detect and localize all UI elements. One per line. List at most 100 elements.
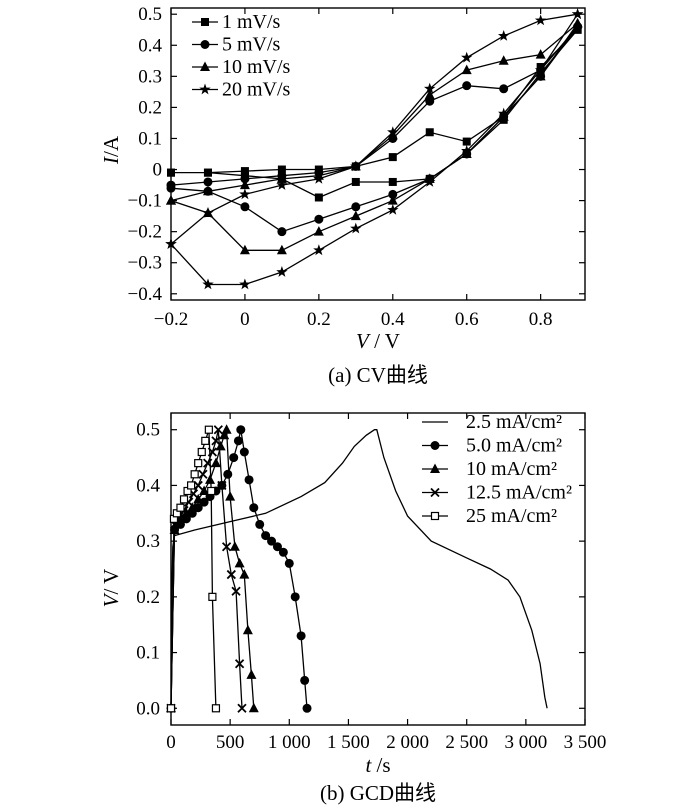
marker-star: [350, 160, 362, 172]
legend-label: 1 mV/s: [222, 11, 281, 33]
marker-star: [387, 203, 399, 215]
y-tick-label: 0.4: [138, 35, 162, 56]
data-point: [534, 64, 547, 75]
x-tick-label: 0.4: [381, 309, 405, 330]
data-point: [387, 126, 399, 138]
marker-triangle: [276, 173, 287, 183]
marker-circle: [351, 202, 361, 212]
data-point: [313, 172, 325, 184]
data-point: [207, 486, 216, 496]
data-point: [167, 168, 175, 177]
y-axis-label: V/ V: [99, 569, 123, 608]
data-point: [424, 89, 435, 99]
marker-square: [277, 165, 286, 174]
marker-star: [571, 8, 584, 20]
marker-square: [240, 167, 249, 176]
series-0: [170, 429, 548, 709]
legend-marker: [200, 61, 210, 71]
y-tick-label: −0.4: [128, 284, 163, 305]
marker-square-open: [187, 481, 196, 490]
marker-circle: [462, 81, 472, 91]
data-point: [249, 503, 259, 513]
marker-x-b: [211, 436, 221, 446]
marker-star: [313, 172, 325, 184]
data-point: [240, 202, 250, 212]
x-tick-label: 3 000: [504, 732, 547, 753]
series-1: [166, 425, 312, 713]
data-point: [229, 541, 240, 551]
data-point: [498, 55, 509, 65]
legend-entry: 20 mV/s: [192, 79, 291, 101]
plot-frame: [170, 7, 586, 301]
legend-marker: [430, 487, 440, 498]
data-point: [462, 137, 471, 146]
x-axis-unit: /s: [371, 753, 390, 777]
legend-label: 5 mV/s: [222, 34, 281, 56]
marker-circle: [229, 453, 239, 463]
data-point: [290, 592, 300, 602]
marker-x-b: [237, 703, 247, 713]
data-point: [166, 704, 176, 713]
marker-x-b: [430, 487, 440, 498]
data-point: [234, 659, 245, 669]
y-tick-label: −0.2: [128, 222, 162, 243]
marker-x-b: [184, 497, 194, 507]
data-point: [350, 222, 362, 234]
marker-square-open: [211, 704, 221, 713]
marker-circle: [277, 227, 287, 237]
marker-triangle: [221, 424, 232, 434]
data-point: [236, 425, 246, 435]
legend-entry: 12.5 mA/cm²: [422, 482, 572, 504]
marker-star: [424, 82, 436, 94]
marker-square: [314, 193, 323, 202]
series-line: [170, 429, 548, 709]
marker-square-open: [201, 436, 210, 445]
x-axis-var: V: [356, 329, 371, 353]
marker-circle: [236, 425, 246, 435]
marker-circle: [261, 531, 271, 541]
marker-triangle: [246, 669, 257, 679]
marker-circle: [430, 441, 440, 450]
data-point: [388, 153, 397, 162]
marker-star: [276, 266, 288, 277]
data-point: [239, 179, 250, 190]
legend-label: 5.0 mA/cm²: [466, 435, 562, 457]
x-axis-label: t /s: [365, 753, 390, 777]
marker-triangle: [234, 557, 245, 568]
x-tick-label: 2 500: [445, 732, 488, 753]
marker-square-open: [190, 470, 199, 479]
marker-square: [388, 153, 397, 162]
marker-triangle: [210, 457, 221, 468]
x-tick-label: 0.2: [307, 309, 331, 330]
data-point: [498, 30, 510, 41]
legend-entry: 25 mA/cm²: [422, 505, 557, 527]
data-point: [278, 547, 288, 557]
data-point: [248, 702, 259, 713]
data-point: [223, 469, 233, 479]
marker-circle: [302, 703, 312, 713]
data-point: [197, 447, 206, 457]
marker-triangle: [424, 89, 435, 99]
data-point: [219, 429, 230, 440]
marker-circle: [290, 592, 300, 602]
marker-square-open: [204, 425, 213, 434]
x-tick-label: 0: [240, 309, 250, 330]
data-point: [203, 177, 213, 187]
data-point: [425, 128, 434, 137]
data-point: [194, 459, 203, 468]
data-point: [461, 51, 473, 63]
marker-triangle: [166, 195, 176, 205]
data-point: [284, 558, 294, 568]
legend-entry: 10 mV/s: [192, 56, 291, 78]
marker-square-open: [179, 495, 189, 504]
marker-circle: [314, 214, 324, 224]
marker-triangle: [239, 569, 250, 579]
marker-star: [461, 144, 473, 156]
marker-x-b: [193, 480, 203, 491]
data-point: [300, 675, 310, 685]
data-point: [277, 165, 286, 174]
data-point: [179, 495, 189, 504]
x-axis-label: V / V: [356, 329, 400, 353]
marker-triangle: [193, 493, 204, 504]
y-tick-label: 0.2: [138, 97, 162, 118]
